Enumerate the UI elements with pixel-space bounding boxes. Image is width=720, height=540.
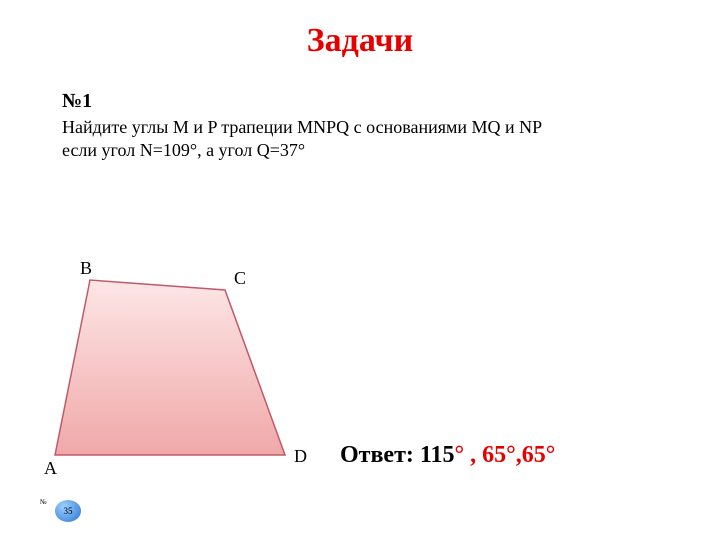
answer-line: Ответ: 115° , 65°,65° xyxy=(340,442,555,469)
problem-text: Найдите углы M и P трапеции MNPQ с основ… xyxy=(62,116,542,161)
trapezoid-polygon xyxy=(55,280,285,455)
slide-number-badge: 35 xyxy=(55,500,81,522)
vertex-label-D: D xyxy=(294,446,307,467)
vertex-label-A: A xyxy=(44,458,57,479)
slide-title: Задачи xyxy=(0,22,720,60)
trapezoid-svg xyxy=(30,260,320,490)
vertex-label-C: C xyxy=(234,268,246,289)
trapezoid-figure: A B C D xyxy=(30,260,320,490)
problem-number: №1 xyxy=(62,90,92,113)
vertex-label-B: B xyxy=(80,258,92,279)
tiny-mark: № xyxy=(40,498,47,506)
answer-suffix: ° , 65°,65° xyxy=(455,442,556,468)
answer-prefix: Ответ: 115 xyxy=(340,442,455,468)
